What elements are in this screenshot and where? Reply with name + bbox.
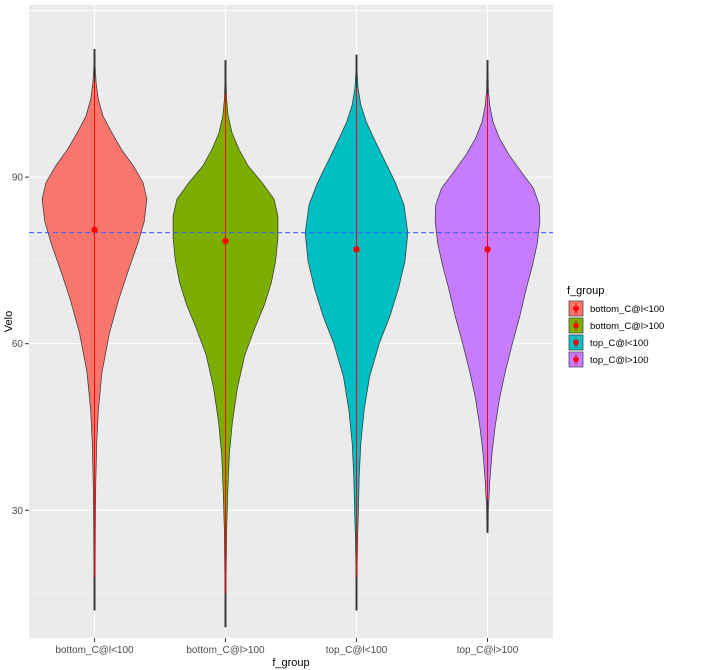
x-tick-label: top_C@l<100	[326, 645, 388, 656]
legend-label: top_C@l>100	[590, 355, 649, 366]
x-axis-title: f_group	[272, 657, 309, 669]
y-tick-label: 90	[12, 173, 24, 184]
legend: f_group bottom_C@l<100 bottom_C@l>100 top_…	[567, 285, 664, 368]
y-tick-label: 30	[12, 506, 24, 517]
legend-point	[573, 322, 579, 329]
mean-point-3	[353, 246, 360, 253]
legend-label: top_C@l<100	[590, 338, 649, 349]
violins	[41, 49, 541, 628]
legend-label: bottom_C@l<100	[590, 304, 664, 315]
y-tick-label: 60	[12, 339, 24, 350]
x-tick-label: top_C@l>100	[457, 645, 519, 656]
legend-point	[573, 305, 579, 312]
legend-title: f_group	[567, 285, 604, 297]
legend-label: bottom_C@l>100	[590, 321, 664, 332]
axes: 30 60 90 bottom_C@l<100 bottom_C@l>100 top_C@…	[12, 173, 519, 656]
mean-markers	[91, 226, 491, 253]
y-axis-title: Velo	[3, 311, 15, 332]
x-tick-label: bottom_C@l<100	[55, 645, 134, 656]
x-tick-label: bottom_C@l>100	[186, 645, 265, 656]
mean-point-4	[484, 246, 491, 253]
legend-point	[573, 356, 579, 363]
legend-point	[573, 339, 579, 346]
mean-point-1	[91, 226, 98, 234]
mean-point-2	[222, 237, 229, 245]
